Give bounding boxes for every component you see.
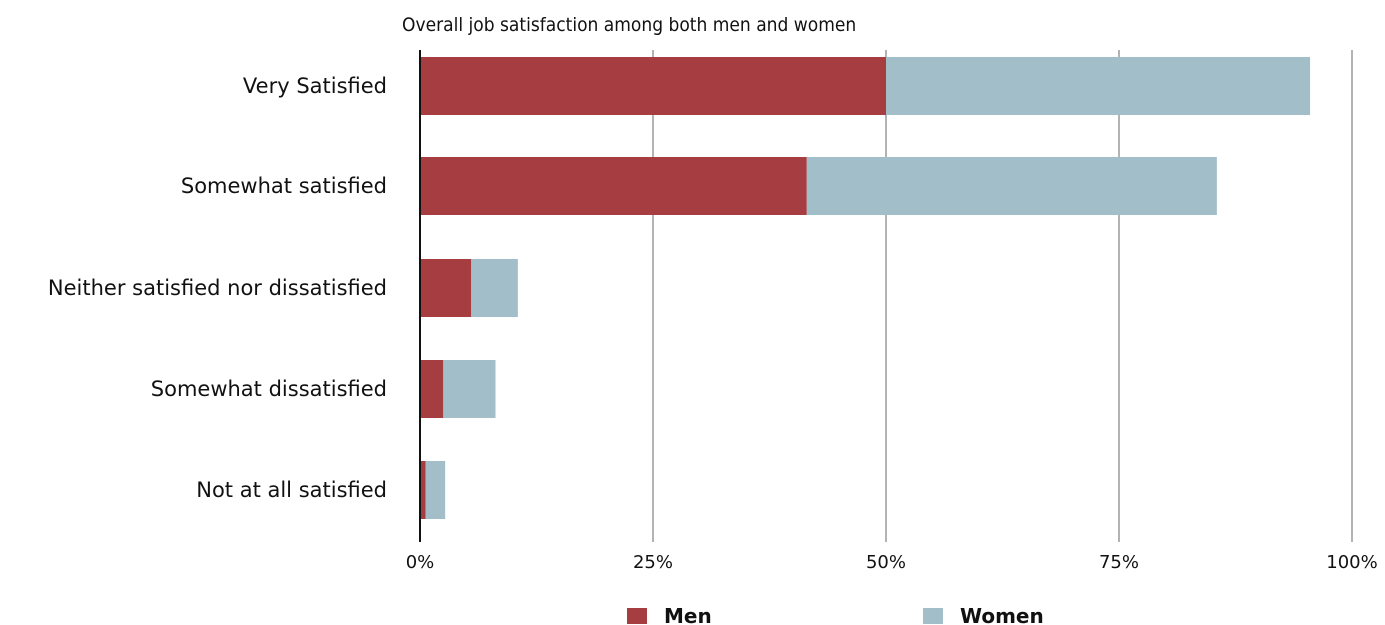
x-tick-label-25: 25% <box>633 552 673 573</box>
category-label-1: Somewhat satisfied <box>181 174 387 198</box>
bar-women-4 <box>425 461 446 519</box>
bars <box>420 57 1311 519</box>
gridlines <box>652 50 1353 542</box>
bar-men-4 <box>420 461 426 519</box>
legend-label-men: Men <box>664 604 712 625</box>
legend-swatch-men <box>627 608 647 624</box>
category-label-0: Very Satisfied <box>243 74 387 98</box>
legend: Men Women <box>627 604 1044 625</box>
category-labels: Very Satisfied Somewhat satisfied Neither … <box>48 74 387 502</box>
x-tick-label-75: 75% <box>1099 552 1139 573</box>
chart-title: Overall job satisfaction among both men … <box>402 14 856 36</box>
category-label-3: Somewhat dissatisfied <box>151 377 387 401</box>
bar-men-2 <box>420 259 472 317</box>
category-label-4: Not at all satisfied <box>196 478 387 502</box>
legend-swatch-women <box>923 608 943 624</box>
bar-women-2 <box>471 259 518 317</box>
legend-label-women: Women <box>960 604 1044 625</box>
bar-women-1 <box>806 157 1217 215</box>
x-tick-label-0: 0% <box>406 552 435 573</box>
bar-men-0 <box>420 57 886 115</box>
bar-men-3 <box>420 360 444 418</box>
x-tick-labels: 0% 25% 50% 75% 100% <box>406 552 1378 573</box>
x-tick-label-100: 100% <box>1326 552 1377 573</box>
bar-women-3 <box>443 360 496 418</box>
bar-men-1 <box>420 157 807 215</box>
bar-women-0 <box>886 57 1311 115</box>
x-tick-label-50: 50% <box>866 552 906 573</box>
category-label-2: Neither satisfied nor dissatisfied <box>48 276 387 300</box>
